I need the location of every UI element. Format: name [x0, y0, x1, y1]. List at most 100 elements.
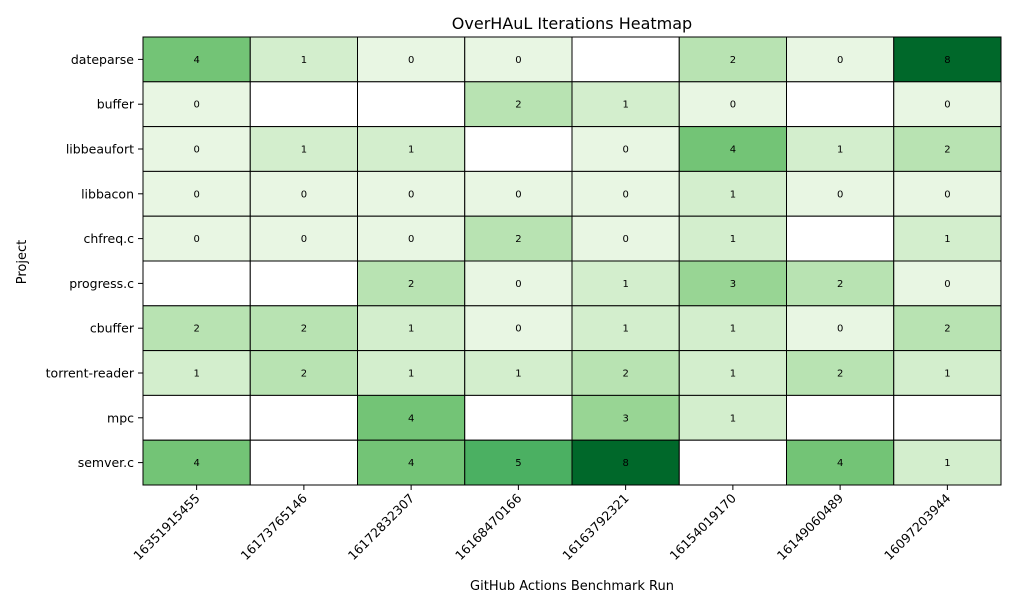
x-tick-label: 16154019170 [667, 490, 739, 562]
cell-value-label: 0 [408, 189, 414, 200]
heatmap-cell [893, 260, 1002, 307]
cell-value-label: 2 [730, 55, 736, 66]
cell-value-label: 0 [837, 55, 843, 66]
heatmap-cell [571, 36, 680, 83]
y-tick-label: cbuffer [90, 321, 135, 336]
heatmap-cell [357, 36, 466, 83]
cell-value-label: 1 [193, 369, 199, 380]
heatmap-cell [678, 350, 787, 396]
cell-value-label: 0 [622, 189, 628, 200]
x-tick-label: 16163792321 [559, 491, 631, 563]
cell-value-label: 1 [730, 413, 736, 424]
heatmap-cell [678, 439, 787, 486]
x-tick-label: 16168470166 [452, 490, 524, 562]
cell-value-label: 0 [193, 234, 199, 245]
cell-value-label: 2 [944, 324, 950, 335]
cell-value-label: 1 [837, 145, 843, 156]
heatmap-cell [142, 394, 251, 441]
heatmap-cell [249, 36, 358, 83]
cell-value-label: 2 [515, 234, 521, 245]
x-axis-label: GitHub Actions Benchmark Run [470, 579, 674, 594]
heatmap-cell [786, 81, 895, 128]
heatmap-cell [678, 170, 787, 217]
cell-value-label: 0 [301, 234, 307, 245]
cell-value-label: 1 [730, 189, 736, 200]
cell-value-label: 0 [193, 100, 199, 111]
heatmap-cell [464, 36, 573, 83]
cell-value-label: 0 [515, 279, 521, 290]
cell-value-label: 0 [837, 324, 843, 335]
chart-title: OverHAuL Iterations Heatmap [452, 14, 692, 33]
y-axis-label: Project [15, 240, 30, 284]
heatmap-cell [571, 305, 680, 352]
heatmap-cell [249, 350, 358, 396]
heatmap-cell [357, 439, 466, 486]
cell-value-label: 0 [730, 100, 736, 111]
heatmap-cell [142, 350, 251, 396]
heatmap-cell [249, 394, 358, 441]
cell-value-label: 0 [515, 55, 521, 66]
heatmap-cell [893, 170, 1002, 217]
cell-value-label: 1 [408, 369, 414, 380]
cell-value-label: 2 [193, 324, 199, 335]
cell-value-label: 0 [193, 189, 199, 200]
cell-value-label: 0 [837, 189, 843, 200]
heatmap-cell [249, 126, 358, 172]
heatmap-cell [142, 36, 251, 83]
heatmap-cell [893, 439, 1002, 486]
cell-value-label: 2 [622, 369, 628, 380]
y-tick-label: mpc [107, 410, 134, 425]
y-tick-label: buffer [97, 97, 135, 112]
heatmap-cell [357, 81, 466, 128]
heatmap-cell [464, 215, 573, 262]
cell-value-label: 1 [944, 234, 950, 245]
cell-value-label: 3 [730, 279, 736, 290]
heatmap-cell [249, 170, 358, 217]
x-tick-label: 16172832307 [345, 491, 417, 563]
cell-value-label: 4 [730, 145, 736, 156]
heatmap-cell [786, 394, 895, 441]
heatmap-cell [249, 305, 358, 352]
cell-value-label: 1 [515, 369, 521, 380]
heatmap-cell [893, 305, 1002, 352]
y-tick-label: progress.c [69, 276, 134, 291]
y-axis-ticks: dateparse buffer libbeaufort libbacon chfreq… [46, 52, 143, 470]
heatmap-cell [571, 126, 680, 172]
cell-value-label: 0 [944, 279, 950, 290]
x-tick-label: 16173765146 [238, 490, 310, 562]
cell-value-label: 1 [622, 324, 628, 335]
heatmap-cell [464, 260, 573, 307]
cell-value-label: 0 [622, 234, 628, 245]
cell-value-label: 1 [944, 458, 950, 469]
cell-value-label: 3 [622, 413, 628, 424]
cell-value-label: 4 [408, 413, 414, 424]
cell-value-label: 2 [837, 369, 843, 380]
heatmap-cell [357, 305, 466, 352]
heatmap-cell [678, 126, 787, 172]
cell-value-label: 8 [622, 458, 628, 469]
cell-value-label: 0 [515, 189, 521, 200]
heatmap-cell [678, 394, 787, 441]
heatmap-cell [464, 394, 573, 441]
heatmap-cell [142, 170, 251, 217]
cell-value-label: 4 [408, 458, 414, 469]
cell-value-label: 0 [301, 189, 307, 200]
heatmap-cell [786, 350, 895, 396]
cell-value-label: 2 [515, 100, 521, 111]
heatmap-cell [678, 305, 787, 352]
cell-value-label: 2 [408, 279, 414, 290]
heatmap-cell [786, 305, 895, 352]
x-tick-label: 16097203944 [881, 490, 953, 562]
cell-value-label: 1 [730, 234, 736, 245]
cell-value-label: 4 [837, 458, 843, 469]
cell-value-label: 2 [837, 279, 843, 290]
cell-value-label: 0 [408, 55, 414, 66]
heatmap-cell [786, 439, 895, 486]
heatmap-cells: 4 1 0 0 2 0 8 0 2 1 0 0 0 1 1 0 4 1 2 0 0 0 0 0 1 0 0 0 0 0 2 0 1 1 2 0 1 3 2 0… [142, 36, 1002, 486]
heatmap-cell [571, 81, 680, 128]
x-tick-label: 16351915455 [130, 491, 202, 563]
heatmap-cell [249, 260, 358, 307]
cell-value-label: 0 [944, 189, 950, 200]
heatmap-cell [786, 215, 895, 262]
